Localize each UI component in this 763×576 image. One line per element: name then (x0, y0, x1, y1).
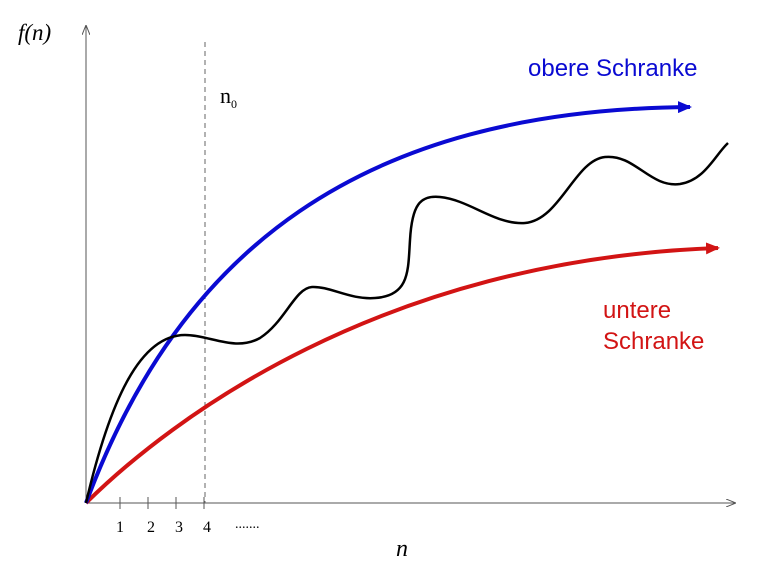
x-axis-label: n (396, 536, 408, 562)
tick-label-2: 2 (147, 519, 155, 536)
n0-label-main: n (220, 83, 231, 108)
n0-label-subscript: 0 (231, 97, 237, 111)
upper-bound-curve (84, 101, 692, 504)
ellipsis: ....... (235, 517, 260, 532)
lower-bound-label-line1: untere (603, 297, 671, 324)
x-ticks (119, 497, 205, 509)
upper-bound-label: obere Schranke (528, 55, 697, 82)
lower-bound-label-line2: Schranke (603, 328, 704, 355)
function-curve (84, 142, 729, 504)
tick-label-3: 3 (175, 519, 183, 536)
lower-bound-curve (84, 242, 720, 505)
y-axis-label: f(n) (18, 20, 51, 45)
n0-label: n0 (220, 83, 237, 111)
tick-label-1: 1 (116, 519, 124, 536)
tick-label-4: 4 (203, 519, 211, 536)
